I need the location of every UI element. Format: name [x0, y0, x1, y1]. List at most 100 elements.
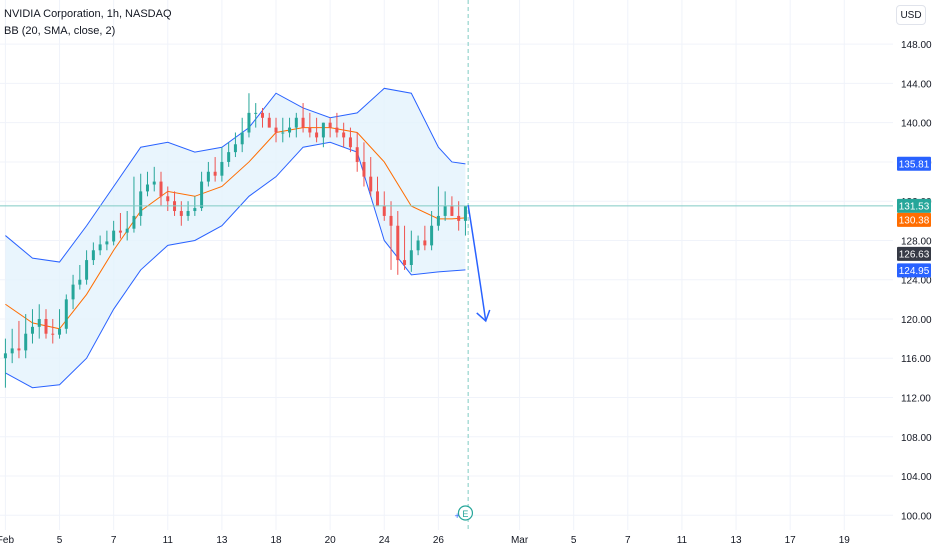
candle-body [132, 215, 136, 229]
candle-body [3, 353, 7, 359]
candle-body [321, 122, 325, 138]
candle-body [24, 333, 28, 351]
candle-body [10, 348, 14, 354]
candle [308, 112, 312, 138]
x-axis-tick-label: 20 [325, 535, 337, 546]
candle-body [179, 211, 183, 216]
price-label-text: 126.63 [899, 249, 930, 260]
candle-body [64, 299, 68, 329]
candles-group [3, 93, 467, 388]
candle [37, 304, 41, 339]
y-axis-tick-label: 108.00 [901, 433, 932, 444]
candle [389, 201, 393, 270]
candle-body [328, 122, 332, 128]
y-axis-tick-label: 112.00 [901, 394, 931, 405]
x-axis-tick-label: 18 [270, 535, 282, 546]
candle [98, 235, 102, 256]
candle-body [85, 260, 89, 280]
candle-body [436, 215, 440, 226]
candle [159, 171, 163, 207]
candle-body [44, 318, 48, 334]
projection-arrow-head [476, 309, 491, 323]
candle-body [335, 127, 339, 133]
candle [227, 142, 231, 167]
candle-body [166, 196, 170, 202]
x-axis-tick-label: 26 [433, 535, 445, 546]
x-axis-tick-label: 7 [625, 535, 631, 546]
candle [301, 103, 305, 133]
candle-body [423, 240, 427, 246]
candle [64, 294, 68, 334]
candle [17, 320, 21, 359]
candle [58, 309, 62, 339]
candle-body [281, 132, 285, 134]
candle-body [348, 137, 352, 148]
candle [369, 157, 373, 197]
candle-body [274, 127, 278, 133]
candle-body [240, 132, 244, 145]
candle-body [71, 284, 75, 300]
candle-body [260, 112, 264, 118]
candle [132, 176, 136, 233]
y-axis-tick-label: 116.00 [901, 354, 931, 365]
candle [10, 328, 14, 364]
candle-body [213, 171, 217, 176]
candle [362, 142, 366, 187]
candle [328, 117, 332, 138]
candle-body [220, 161, 224, 176]
symbol-title[interactable]: NVIDIA Corporation, 1h, NASDAQ [4, 8, 172, 20]
candle-body [457, 215, 461, 221]
candle-body [227, 152, 231, 162]
candle [145, 171, 149, 197]
candle-body [355, 147, 359, 162]
price-label-text: 135.81 [899, 159, 930, 170]
price-label-crosshair-dark: 126.63 [897, 246, 931, 261]
candle-body [396, 225, 400, 261]
candle [355, 132, 359, 172]
event-marker-label: E [462, 509, 468, 519]
candle [288, 117, 292, 138]
x-axis[interactable]: Feb 5 7 11 13 18 20 24 26 Mar 5 7 11 13 17 19 [0, 535, 850, 546]
candle [139, 173, 143, 226]
price-label-band-blue: 135.81 [897, 156, 931, 171]
indicator-title[interactable]: BB (20, SMA, close, 2) [4, 25, 116, 37]
earnings-event-marker[interactable]: E+ [454, 505, 474, 521]
candle-body [186, 211, 190, 216]
price-label-background [897, 212, 931, 227]
candle-body [139, 191, 143, 216]
candle [416, 235, 420, 256]
candle [125, 211, 129, 241]
currency-button[interactable]: USD [896, 5, 926, 25]
x-axis-tick-label: 11 [163, 535, 174, 546]
candle [281, 117, 285, 143]
x-axis-tick-label: 13 [216, 535, 228, 546]
candle-body [105, 241, 109, 245]
candle-body [382, 206, 386, 216]
candle [206, 161, 210, 187]
x-axis-tick-label: Feb [0, 535, 14, 546]
candle-body [403, 260, 407, 265]
candle-body [125, 228, 129, 233]
candle-body [430, 225, 434, 246]
y-axis-tick-label: 148.00 [901, 40, 932, 51]
y-axis-tick-label: 100.00 [901, 511, 932, 522]
candle-body [58, 328, 62, 335]
candle [274, 117, 278, 143]
candle [233, 132, 237, 158]
candle-body [17, 348, 21, 351]
candle-body [159, 181, 163, 197]
candle [166, 186, 170, 212]
price-label-background [897, 263, 931, 278]
price-label-background [897, 246, 931, 261]
candle-body [145, 184, 149, 192]
candle [430, 211, 434, 251]
candle-body [416, 240, 420, 251]
y-axis-tick-label: 120.00 [901, 315, 932, 326]
candle-body [118, 230, 122, 233]
candle [91, 242, 95, 265]
y-axis[interactable]: 148.00144.00140.00136.00132.00128.00124.… [901, 40, 932, 522]
x-axis-tick-label: 17 [785, 535, 797, 546]
candle [3, 338, 7, 388]
